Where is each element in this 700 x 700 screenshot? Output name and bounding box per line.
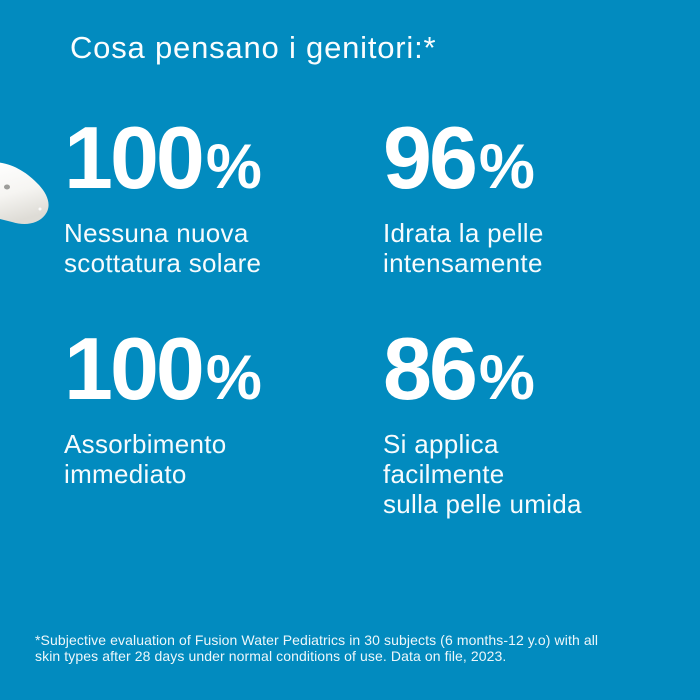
- stat-number: 96: [383, 108, 478, 207]
- stat-value: 100%: [64, 325, 364, 413]
- stat-immediate-absorption: 100% Assorbimento immediato: [64, 325, 364, 490]
- stat-easy-application-wet-skin: 86% Si applica facilmente sulla pelle um…: [383, 325, 683, 520]
- stat-intense-hydration: 96% Idrata la pelle intensamente: [383, 114, 683, 279]
- percent-sign: %: [205, 132, 262, 202]
- stat-value: 86%: [383, 325, 683, 413]
- page-title: Cosa pensano i genitori:*: [70, 30, 437, 65]
- cream-dollop-image: [0, 162, 49, 224]
- stat-label: Nessuna nuova scottatura solare: [64, 218, 262, 278]
- percent-sign: %: [205, 343, 262, 413]
- footnote-line-1: *Subjective evaluation of Fusion Water P…: [35, 632, 599, 648]
- percent-sign: %: [478, 343, 535, 413]
- stat-number: 100: [64, 319, 205, 418]
- percent-sign: %: [478, 132, 535, 202]
- stat-number: 100: [64, 108, 205, 207]
- stat-value: 96%: [383, 114, 683, 202]
- footnote: *Subjective evaluation of Fusion Water P…: [35, 632, 680, 664]
- stat-label: Si applica facilmente sulla pelle umida: [383, 429, 582, 519]
- stat-label: Assorbimento immediato: [64, 429, 227, 489]
- stat-number: 86: [383, 319, 478, 418]
- stat-value: 100%: [64, 114, 364, 202]
- stat-no-new-sunburn: 100% Nessuna nuova scottatura solare: [64, 114, 364, 279]
- footnote-line-2: skin types after 28 days under normal co…: [35, 647, 507, 664]
- stat-label: Idrata la pelle intensamente: [383, 218, 544, 278]
